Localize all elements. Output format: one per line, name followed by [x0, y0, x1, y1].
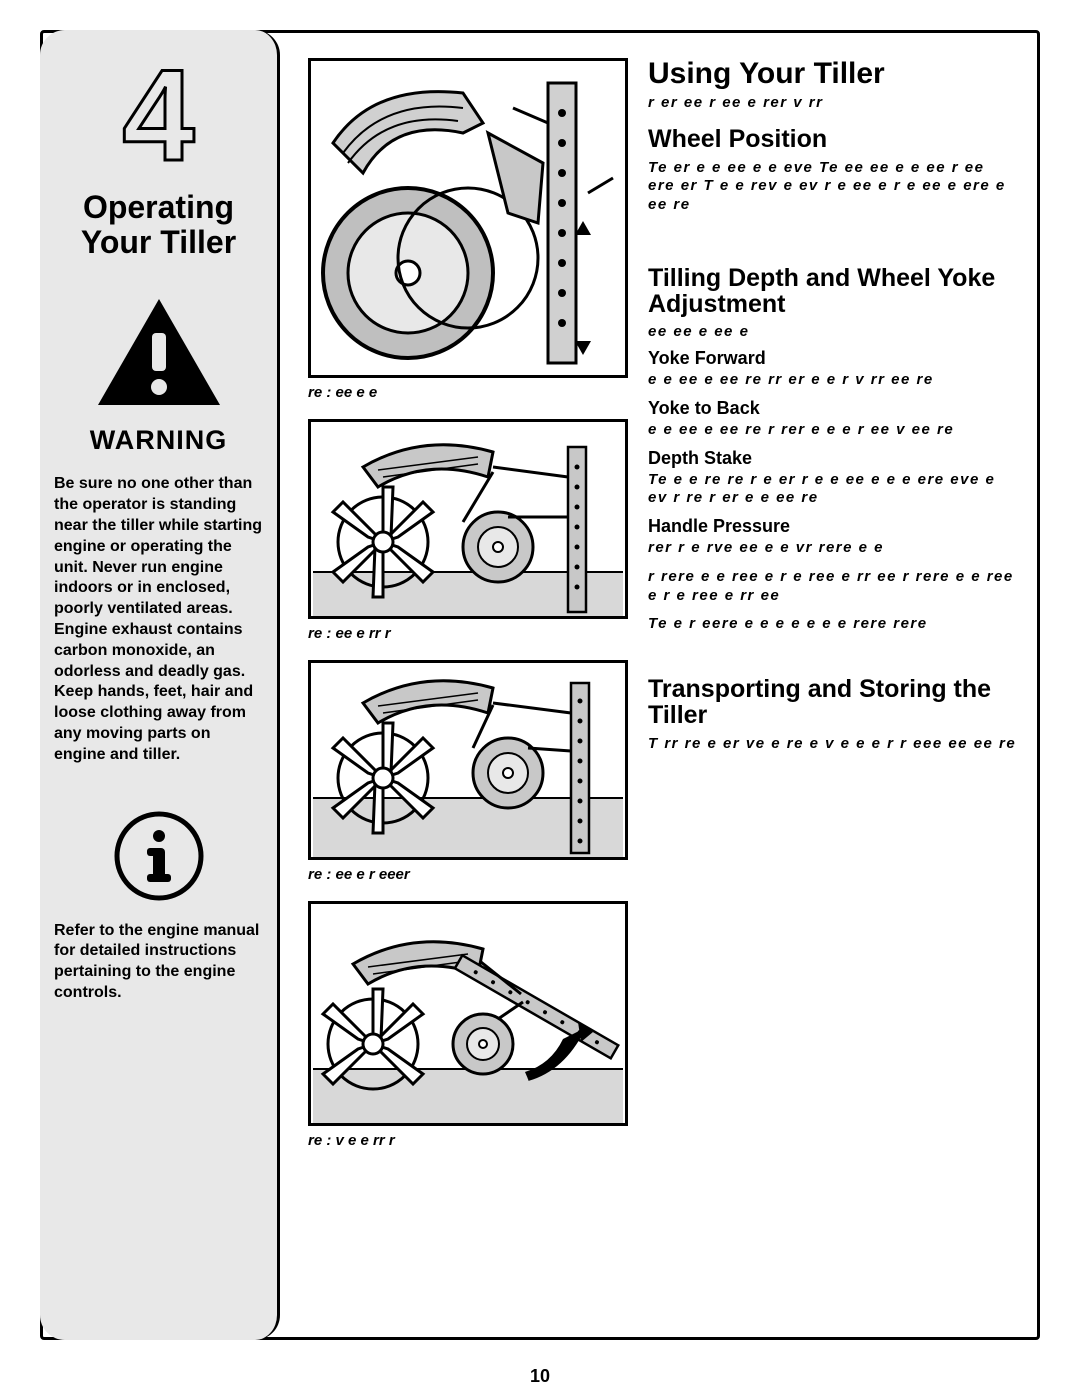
heading-yoke-back: Yoke to Back [648, 398, 1017, 419]
figure-4: re : v e e rr r [308, 901, 628, 1149]
info-text: Refer to the engine manual for detailed … [54, 921, 263, 1004]
heading-using-tiller: Using Your Tiller [648, 58, 1017, 90]
warning-triangle-icon [54, 295, 263, 415]
handle-pressure-p2: r rere e e ree e r e ree e rr ee r rere … [648, 568, 1017, 606]
figure-3-caption: re : ee e r eeer [308, 866, 628, 883]
heading-transporting: Transporting and Storing the Tiller [648, 676, 1017, 729]
figure-4-caption: re : v e e rr r [308, 1132, 628, 1149]
depth-stake-body: Te e e re re r e er r e e ee e e e ere e… [648, 471, 1017, 509]
figure-3-image [308, 660, 628, 860]
heading-depth-stake: Depth Stake [648, 448, 1017, 469]
figure-1: re : ee e e [308, 58, 628, 401]
heading-tilling-depth: Tilling Depth and Wheel Yoke Adjustment [648, 265, 1017, 318]
section-number: 4 [54, 50, 263, 180]
warning-label: WARNING [54, 425, 263, 456]
figure-4-image [308, 901, 628, 1126]
figure-2-image [308, 419, 628, 619]
section-title: Operating Your Tiller [54, 190, 263, 260]
figure-3: re : ee e r eeer [308, 660, 628, 883]
figure-1-caption: re : ee e e [308, 384, 628, 401]
main-content: re : ee e e [308, 33, 1017, 1337]
heading-handle-pressure: Handle Pressure [648, 516, 1017, 537]
yoke-forward-body: e e ee e ee re rr er e e r v rr ee re [648, 371, 1017, 390]
tilling-intro: ee ee e ee e [648, 323, 1017, 342]
handle-pressure-body: rer r e rve ee e e vr rere e e [648, 539, 1017, 558]
figure-1-image [308, 58, 628, 378]
wheel-body: Te er e e ee e e eve Te ee ee e e ee r e… [648, 159, 1017, 215]
heading-wheel-position: Wheel Position [648, 126, 1017, 152]
yoke-back-body: e e ee e ee re r rer e e e r ee v ee re [648, 421, 1017, 440]
text-column: Using Your Tiller r er ee r ee e rer v r… [648, 58, 1017, 1337]
handle-pressure-p3: Te e r eere e e e e e e e rere rere [648, 615, 1017, 634]
figure-2-caption: re : ee e rr r [308, 625, 628, 642]
using-body: r er ee r ee e rer v rr [648, 94, 1017, 113]
heading-yoke-forward: Yoke Forward [648, 348, 1017, 369]
sidebar: 4 Operating Your Tiller WARNING Be sure … [40, 30, 280, 1340]
figures-column: re : ee e e [308, 58, 628, 1337]
transport-body: T rr re e er ve e re e v e e e r r eee e… [648, 735, 1017, 754]
warning-text: Be sure no one other than the operator i… [54, 474, 263, 765]
figure-2: re : ee e rr r [308, 419, 628, 642]
page-frame: 4 Operating Your Tiller WARNING Be sure … [40, 30, 1040, 1340]
page-number: 10 [0, 1366, 1080, 1387]
info-icon [54, 811, 263, 906]
